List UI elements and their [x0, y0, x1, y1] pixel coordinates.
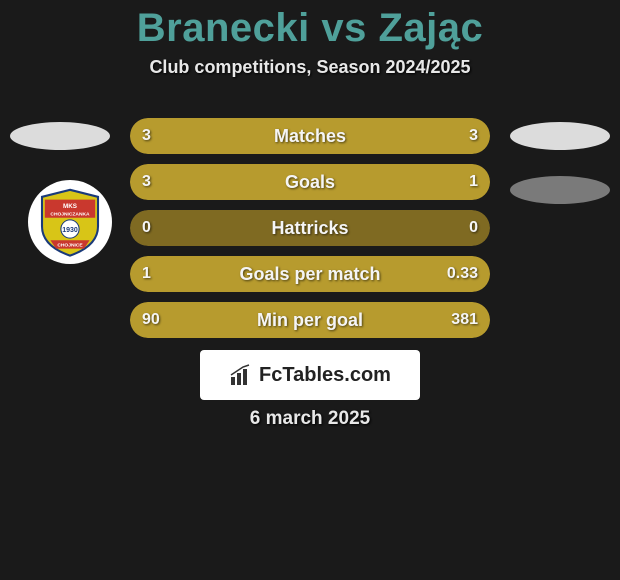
- infographic-date: 6 march 2025: [0, 408, 620, 430]
- stat-row: 90381Min per goal: [130, 302, 490, 338]
- club-badge: MKS CHOJNICZANKA 1930 CHOJNICE: [28, 180, 112, 264]
- bar-chart-icon: [229, 363, 253, 387]
- badge-bottom-text: CHOJNICE: [57, 243, 83, 249]
- shield-icon: MKS CHOJNICZANKA 1930 CHOJNICE: [35, 187, 105, 257]
- stat-label: Matches: [130, 118, 490, 154]
- stat-label: Min per goal: [130, 302, 490, 338]
- stat-label: Hattricks: [130, 210, 490, 246]
- stat-row: 00Hattricks: [130, 210, 490, 246]
- player-right-oval-1: [510, 122, 610, 150]
- stat-label: Goals per match: [130, 256, 490, 292]
- player-left-oval: [10, 122, 110, 150]
- badge-top-text: MKS: [63, 203, 77, 210]
- stat-label: Goals: [130, 164, 490, 200]
- stat-rows: 33Matches 31Goals 00Hattricks 10.33Goals pe…: [130, 118, 490, 348]
- infographic-root: Branecki vs Zając Club competitions, Sea…: [0, 0, 620, 580]
- stat-row: 31Goals: [130, 164, 490, 200]
- stat-row: 33Matches: [130, 118, 490, 154]
- badge-mid-text: CHOJNICZANKA: [50, 212, 90, 218]
- site-logo-text: FcTables.com: [259, 364, 391, 387]
- badge-year: 1930: [62, 227, 78, 234]
- player-right-oval-2: [510, 176, 610, 204]
- site-logo: FcTables.com: [200, 350, 420, 400]
- page-title: Branecki vs Zając: [0, 0, 620, 51]
- page-subtitle: Club competitions, Season 2024/2025: [0, 57, 620, 78]
- stat-row: 10.33Goals per match: [130, 256, 490, 292]
